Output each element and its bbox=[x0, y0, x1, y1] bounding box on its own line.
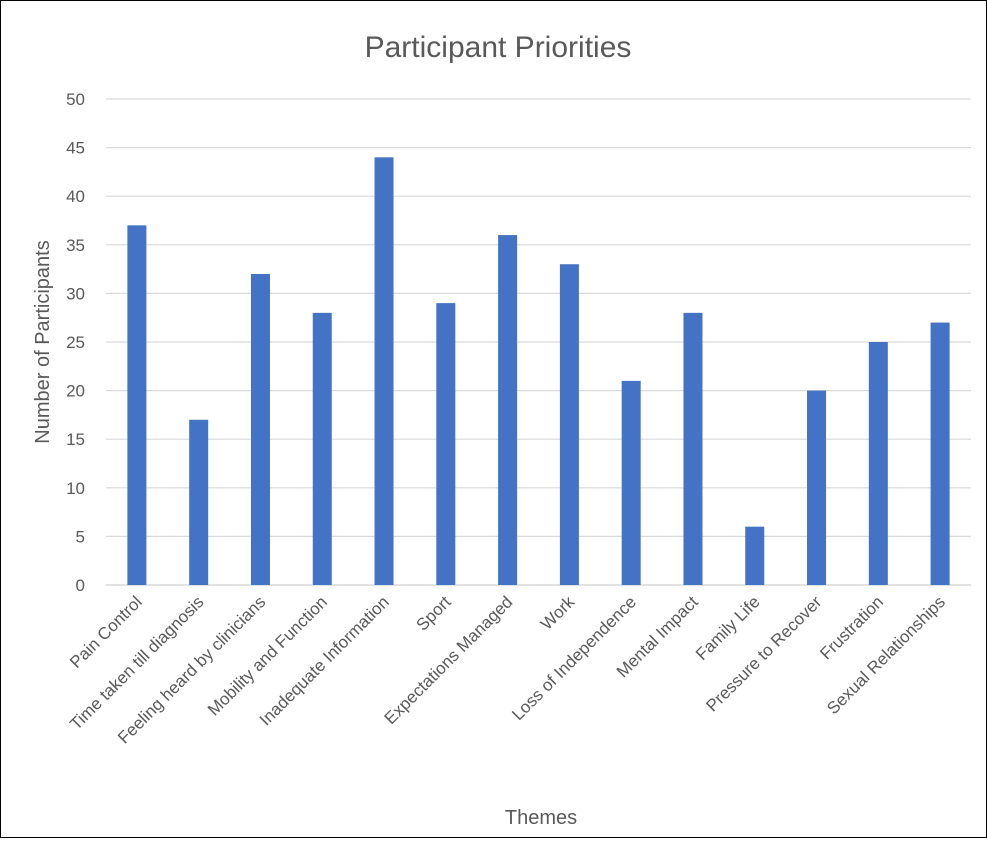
y-tick-label: 25 bbox=[66, 333, 85, 352]
x-category-label: Expectations Managed bbox=[381, 592, 517, 728]
y-tick-label: 45 bbox=[66, 139, 85, 158]
bar bbox=[436, 303, 456, 585]
y-axis-title: Number of Participants bbox=[32, 240, 54, 443]
y-tick-label: 35 bbox=[66, 236, 85, 255]
bar bbox=[807, 390, 827, 585]
bar bbox=[930, 322, 950, 585]
bar bbox=[374, 157, 394, 585]
y-tick-label: 40 bbox=[66, 187, 85, 206]
y-tick-label: 5 bbox=[76, 527, 85, 546]
x-category-label: Pressure to Recover bbox=[702, 592, 825, 715]
bar bbox=[683, 312, 703, 585]
bar bbox=[498, 235, 518, 585]
y-tick-label: 0 bbox=[76, 576, 85, 595]
x-category-label: Loss of Independence bbox=[508, 592, 640, 724]
gridlines bbox=[106, 98, 971, 586]
x-category-label: Mobility and Function bbox=[204, 592, 331, 719]
bars bbox=[127, 157, 950, 586]
x-category-label: Sport bbox=[412, 592, 454, 634]
bar bbox=[189, 419, 209, 585]
x-category-label: Work bbox=[537, 592, 579, 634]
bar bbox=[312, 312, 332, 585]
bar bbox=[745, 526, 765, 585]
chart-title: Participant Priorities bbox=[365, 31, 632, 64]
y-tick-label: 30 bbox=[66, 284, 85, 303]
x-axis-title: Themes bbox=[505, 807, 577, 829]
y-tick-label: 15 bbox=[66, 430, 85, 449]
y-tick-label: 50 bbox=[66, 90, 85, 109]
bar bbox=[559, 264, 579, 585]
bar bbox=[621, 380, 641, 585]
bar bbox=[868, 342, 888, 585]
y-tick-label: 10 bbox=[66, 479, 85, 498]
y-axis-ticks: 0 5 10 15 20 25 30 35 40 45 50 bbox=[66, 90, 85, 595]
y-tick-label: 20 bbox=[66, 382, 85, 401]
bar bbox=[250, 273, 270, 585]
bar bbox=[127, 225, 147, 586]
x-category-label: Inadequate Information bbox=[256, 592, 393, 729]
x-category-label: Sexual Relationships bbox=[823, 592, 949, 718]
